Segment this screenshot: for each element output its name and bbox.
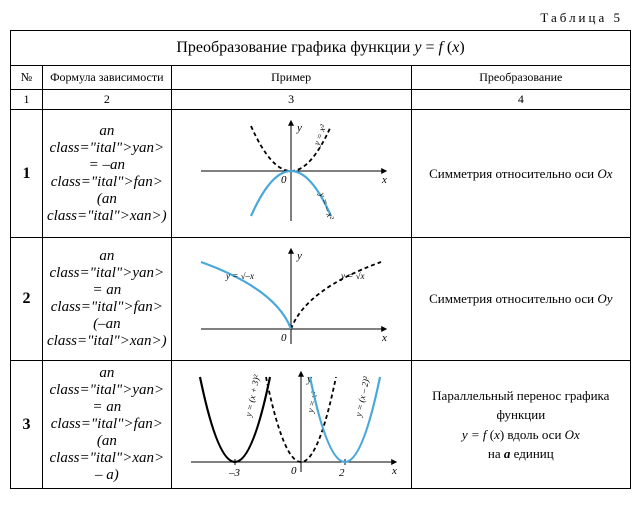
row-example: xy0–32y = x²y = (x + 3)²y = (x – 2)² xyxy=(171,361,411,489)
svg-text:0: 0 xyxy=(291,465,297,477)
row-transform: Симметрия относительно оси Oy xyxy=(411,238,630,361)
svg-text:y = √–x: y = √–x xyxy=(225,271,254,281)
row-example: xy0y = x²y = – x² xyxy=(171,110,411,238)
svg-text:y = √x: y = √x xyxy=(340,271,365,281)
svg-text:–3: –3 xyxy=(228,467,241,479)
table-title: Преобразование графика функции y = f (x) xyxy=(11,31,631,66)
colnum-4: 4 xyxy=(411,90,630,110)
table-row: 3an class="ital">yan> = an class="ital">… xyxy=(11,361,631,489)
chart: xy0y = x²y = – x² xyxy=(191,116,391,231)
row-num: 1 xyxy=(11,110,43,238)
chart: xy0–32y = x²y = (x + 3)²y = (x – 2)² xyxy=(181,367,401,482)
svg-text:0: 0 xyxy=(281,332,287,344)
header-example: Пример xyxy=(171,66,411,90)
svg-text:x: x xyxy=(381,332,387,344)
row-formula: an class="ital">yan> = –an class="ital">… xyxy=(43,110,172,238)
header-transform: Преобразование xyxy=(411,66,630,90)
row-example: x y 0 y = √x y = √–x xyxy=(171,238,411,361)
row-formula: an class="ital">yan> = an class="ital">f… xyxy=(43,361,172,489)
svg-text:y: y xyxy=(296,250,302,262)
svg-text:x: x xyxy=(381,174,387,186)
table-row: 1an class="ital">yan> = –an class="ital"… xyxy=(11,110,631,238)
title-text: Преобразование графика функции y = f (x) xyxy=(176,39,464,56)
svg-text:0: 0 xyxy=(281,174,287,186)
colnum-3: 3 xyxy=(171,90,411,110)
colnum-2: 2 xyxy=(43,90,172,110)
svg-text:y = (x + 3)²: y = (x + 3)² xyxy=(243,374,262,419)
svg-text:2: 2 xyxy=(339,467,345,479)
row-formula: an class="ital">yan> = an class="ital">f… xyxy=(43,238,172,361)
colnum-1: 1 xyxy=(11,90,43,110)
svg-text:y: y xyxy=(296,122,302,134)
svg-text:y = (x – 2)²: y = (x – 2)² xyxy=(353,375,372,418)
row-num: 2 xyxy=(11,238,43,361)
row-num: 3 xyxy=(11,361,43,489)
header-formula: Формула зависимости xyxy=(43,66,172,90)
svg-text:x: x xyxy=(391,465,397,477)
header-num: № xyxy=(11,66,43,90)
row-transform: Симметрия относительно оси Ox xyxy=(411,110,630,238)
table-label: Таблица 5 xyxy=(10,10,631,26)
row-transform: Параллельный перенос графика функцииy = … xyxy=(411,361,630,489)
chart: x y 0 y = √x y = √–x xyxy=(191,244,391,354)
svg-text:y = – x²: y = – x² xyxy=(317,190,336,221)
table-row: 2an class="ital">yan> = an class="ital">… xyxy=(11,238,631,361)
transformations-table: Преобразование графика функции y = f (x)… xyxy=(10,30,631,489)
